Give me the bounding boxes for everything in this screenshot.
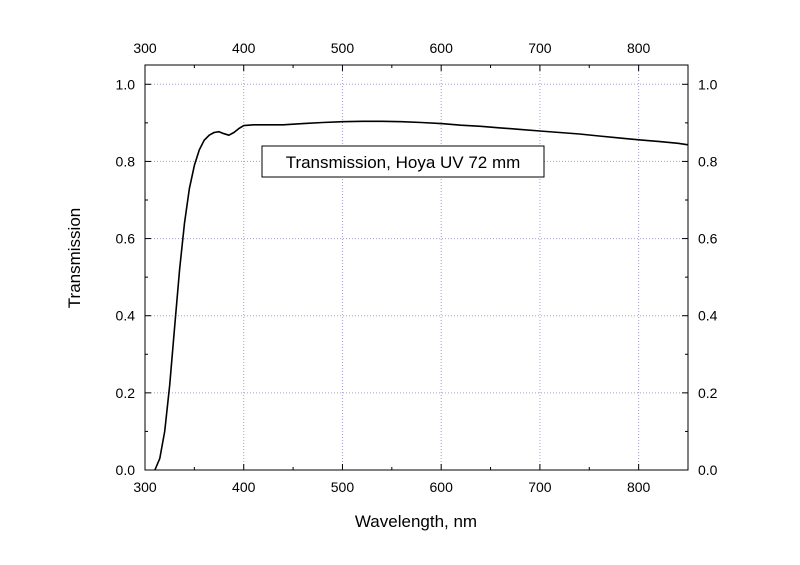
y-tick-label-right: 0.4: [698, 308, 718, 324]
y-tick-label-right: 0.2: [698, 385, 718, 401]
x-tick-label-top: 500: [331, 40, 355, 56]
y-tick-label-left: 0.2: [116, 385, 136, 401]
x-tick-label-bottom: 800: [627, 479, 651, 495]
x-axis-label: Wavelength, nm: [355, 512, 477, 531]
x-tick-label-top: 400: [232, 40, 256, 56]
legend-frame: [261, 145, 545, 178]
x-tick-label-bottom: 700: [528, 479, 552, 495]
plot-frame: [144, 64, 689, 471]
y-tick-label-left: 0.4: [116, 308, 136, 324]
x-tick-label-bottom: 300: [133, 479, 157, 495]
series-layer: [154, 120, 689, 471]
grid: [145, 65, 688, 470]
y-tick-label-right: 1.0: [698, 76, 718, 92]
y-tick-label-right: 0.6: [698, 231, 718, 247]
axis-ticks: 300 300 400 400 500 500 600 600 700 700 800 800 0.0 0…: [116, 40, 718, 495]
y-tick-label-right: 0.8: [698, 153, 718, 169]
x-tick-label-top: 600: [430, 40, 454, 56]
legend-text: Transmission, Hoya UV 72 mm: [286, 153, 521, 172]
y-tick-label-left: 0.6: [116, 231, 136, 247]
y-tick-label-left: 0.0: [116, 462, 136, 478]
legend-box: Transmission, Hoya UV 72 mm: [261, 145, 545, 178]
y-axis-label: Transmission: [65, 208, 84, 308]
y-tick-label-right: 0.0: [698, 462, 718, 478]
series-line-transmission: [154, 120, 689, 471]
y-tick-label-left: 1.0: [116, 76, 136, 92]
x-tick-label-top: 700: [528, 40, 552, 56]
x-tick-label-top: 300: [133, 40, 157, 56]
x-tick-label-bottom: 500: [331, 479, 355, 495]
y-tick-label-left: 0.8: [116, 153, 136, 169]
x-tick-label-top: 800: [627, 40, 651, 56]
x-tick-label-bottom: 600: [430, 479, 454, 495]
x-tick-label-bottom: 400: [232, 479, 256, 495]
